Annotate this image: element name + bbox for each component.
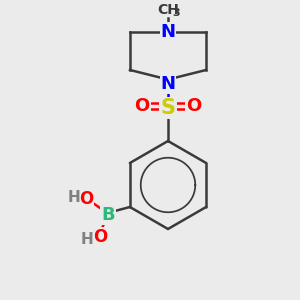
Text: 3: 3 bbox=[172, 8, 180, 18]
Text: S: S bbox=[160, 98, 175, 118]
Text: O: O bbox=[93, 228, 107, 246]
Text: O: O bbox=[79, 190, 93, 208]
Text: N: N bbox=[160, 23, 175, 41]
Text: O: O bbox=[134, 97, 150, 115]
Text: N: N bbox=[160, 75, 175, 93]
Text: B: B bbox=[101, 206, 115, 224]
Text: O: O bbox=[186, 97, 202, 115]
Text: H: H bbox=[68, 190, 80, 206]
Text: H: H bbox=[80, 232, 93, 247]
Text: CH: CH bbox=[157, 3, 179, 17]
